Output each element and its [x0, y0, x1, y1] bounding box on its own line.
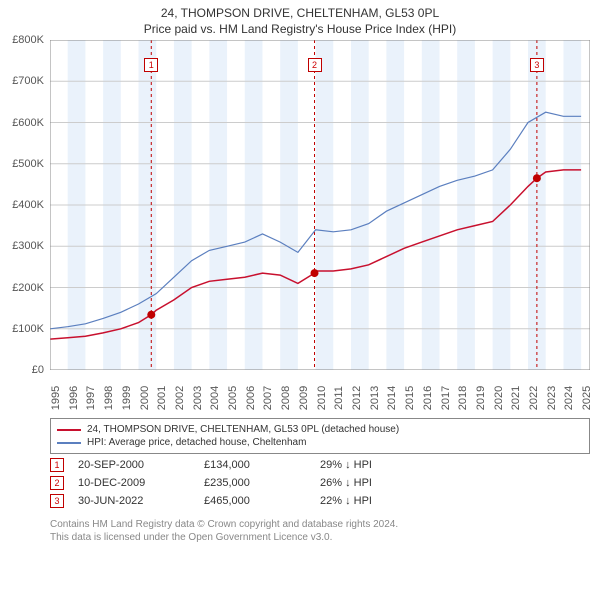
- chart-container: 24, THOMPSON DRIVE, CHELTENHAM, GL53 0PL…: [0, 0, 600, 544]
- xtick-label: 1995: [50, 386, 62, 410]
- chart-title: 24, THOMPSON DRIVE, CHELTENHAM, GL53 0PL: [0, 6, 600, 20]
- ytick-label: £600K: [12, 117, 44, 129]
- xtick-label: 2017: [440, 386, 452, 410]
- sale-row-marker: 3: [50, 494, 64, 508]
- xtick-label: 2006: [245, 386, 257, 410]
- xtick-label: 2000: [139, 386, 151, 410]
- ytick-label: £0: [32, 364, 44, 376]
- ytick-label: £400K: [12, 199, 44, 211]
- sale-delta: 26% ↓ HPI: [320, 477, 430, 489]
- xtick-label: 2008: [280, 386, 292, 410]
- xtick-label: 2020: [493, 386, 505, 410]
- xtick-label: 2025: [581, 386, 593, 410]
- sale-date: 10-DEC-2009: [78, 477, 198, 489]
- xtick-label: 2018: [457, 386, 469, 410]
- sale-delta: 29% ↓ HPI: [320, 459, 430, 471]
- footer: Contains HM Land Registry data © Crown c…: [50, 518, 590, 544]
- legend: 24, THOMPSON DRIVE, CHELTENHAM, GL53 0PL…: [50, 418, 590, 454]
- xtick-label: 1998: [103, 386, 115, 410]
- xtick-label: 2005: [227, 386, 239, 410]
- xtick-label: 2016: [422, 386, 434, 410]
- legend-item: HPI: Average price, detached house, Chel…: [57, 436, 583, 449]
- xtick-label: 2015: [404, 386, 416, 410]
- xtick-label: 1996: [68, 386, 80, 410]
- xtick-label: 2022: [528, 386, 540, 410]
- xtick-label: 2013: [369, 386, 381, 410]
- sale-delta: 22% ↓ HPI: [320, 495, 430, 507]
- xtick-label: 2021: [510, 386, 522, 410]
- ytick-label: £300K: [12, 240, 44, 252]
- legend-label: HPI: Average price, detached house, Chel…: [87, 437, 306, 448]
- sale-row: 1 20-SEP-2000 £134,000 29% ↓ HPI: [50, 458, 590, 472]
- sale-price: £235,000: [204, 477, 314, 489]
- xtick-label: 2012: [351, 386, 363, 410]
- sale-row-marker: 2: [50, 476, 64, 490]
- sale-row: 2 10-DEC-2009 £235,000 26% ↓ HPI: [50, 476, 590, 490]
- title-block: 24, THOMPSON DRIVE, CHELTENHAM, GL53 0PL…: [0, 0, 600, 40]
- xtick-label: 2009: [298, 386, 310, 410]
- legend-item: 24, THOMPSON DRIVE, CHELTENHAM, GL53 0PL…: [57, 423, 583, 436]
- xtick-label: 2007: [262, 386, 274, 410]
- xtick-label: 2011: [333, 386, 345, 410]
- sale-marker-box: 1: [144, 58, 158, 72]
- xtick-label: 2019: [475, 386, 487, 410]
- sale-date: 30-JUN-2022: [78, 495, 198, 507]
- xtick-label: 2003: [192, 386, 204, 410]
- xtick-label: 2014: [386, 386, 398, 410]
- xtick-label: 2010: [316, 386, 328, 410]
- plot-svg: [50, 40, 590, 370]
- sale-row-marker: 1: [50, 458, 64, 472]
- ytick-label: £500K: [12, 158, 44, 170]
- sale-row: 3 30-JUN-2022 £465,000 22% ↓ HPI: [50, 494, 590, 508]
- ytick-label: £200K: [12, 282, 44, 294]
- xtick-label: 1999: [121, 386, 133, 410]
- sales-table: 1 20-SEP-2000 £134,000 29% ↓ HPI 2 10-DEC-200…: [0, 458, 600, 508]
- footer-line-2: This data is licensed under the Open Gov…: [50, 531, 590, 544]
- xtick-label: 1997: [85, 386, 97, 410]
- xtick-label: 2024: [563, 386, 575, 410]
- plot-area: £0£100K£200K£300K£400K£500K£600K£700K£80…: [50, 40, 590, 370]
- sale-price: £134,000: [204, 459, 314, 471]
- ytick-label: £700K: [12, 75, 44, 87]
- chart-subtitle: Price paid vs. HM Land Registry's House …: [0, 22, 600, 36]
- xtick-label: 2002: [174, 386, 186, 410]
- xtick-label: 2001: [156, 386, 168, 410]
- ytick-label: £100K: [12, 323, 44, 335]
- sale-price: £465,000: [204, 495, 314, 507]
- sale-marker-box: 3: [530, 58, 544, 72]
- legend-swatch: [57, 442, 81, 444]
- ytick-label: £800K: [12, 34, 44, 46]
- sale-marker-box: 2: [308, 58, 322, 72]
- xtick-label: 2004: [209, 386, 221, 410]
- sale-date: 20-SEP-2000: [78, 459, 198, 471]
- legend-swatch: [57, 429, 81, 431]
- legend-label: 24, THOMPSON DRIVE, CHELTENHAM, GL53 0PL…: [87, 424, 399, 435]
- footer-line-1: Contains HM Land Registry data © Crown c…: [50, 518, 590, 531]
- xtick-label: 2023: [546, 386, 558, 410]
